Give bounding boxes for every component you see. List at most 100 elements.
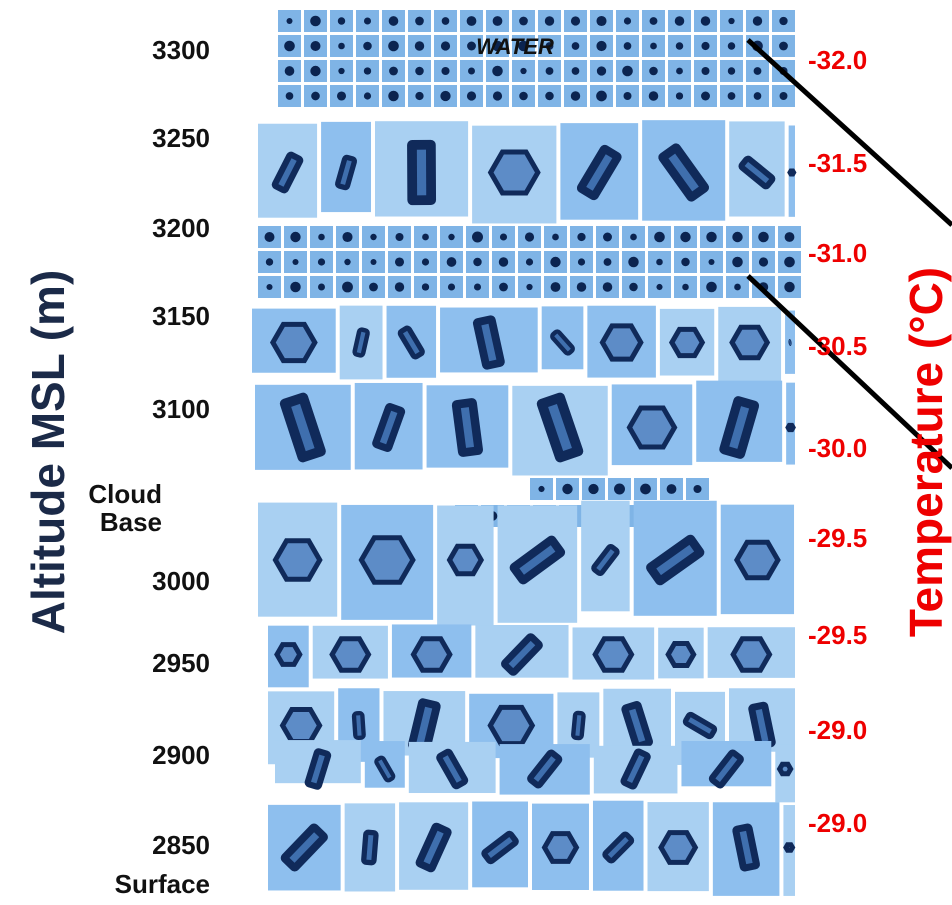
droplet — [473, 258, 481, 266]
altitude-label: CloudBase — [88, 479, 162, 537]
droplet — [364, 92, 371, 99]
droplet — [597, 66, 606, 75]
droplet — [526, 284, 532, 290]
droplet — [572, 67, 580, 75]
droplet — [388, 91, 399, 102]
droplet — [596, 91, 607, 102]
droplet — [577, 233, 585, 241]
droplet — [624, 42, 632, 50]
droplet — [588, 484, 598, 494]
left-axis-title: Altitude MSL (m) — [22, 270, 74, 635]
droplet — [519, 92, 528, 101]
droplet — [286, 18, 292, 24]
droplet — [422, 234, 429, 241]
droplet — [780, 92, 788, 100]
temperature-label: -29.5 — [808, 523, 867, 553]
crystal — [737, 542, 778, 578]
droplet — [614, 484, 625, 495]
droplet — [415, 67, 424, 76]
droplet — [596, 41, 606, 51]
droplet — [338, 43, 345, 50]
droplet — [389, 67, 398, 76]
crystal — [275, 541, 319, 579]
droplet — [754, 67, 762, 75]
droplet — [682, 284, 689, 291]
droplet — [732, 257, 743, 268]
crystal — [661, 833, 695, 863]
right-axis-title: Temperature (°C) — [900, 267, 952, 637]
droplet — [474, 283, 481, 290]
altitude-label: 2900 — [152, 740, 210, 770]
droplet — [728, 18, 734, 24]
droplet — [779, 42, 788, 51]
crystal — [491, 152, 538, 193]
droplet — [754, 92, 762, 100]
droplet — [622, 66, 633, 77]
droplet — [753, 16, 762, 25]
droplet — [667, 484, 677, 494]
droplet — [467, 91, 476, 100]
droplet — [552, 234, 559, 241]
droplet — [650, 43, 657, 50]
crystal — [450, 546, 482, 573]
crystal — [780, 764, 791, 774]
droplet — [603, 282, 613, 292]
droplet — [681, 258, 689, 266]
temperature-label: -30.5 — [808, 331, 867, 361]
altitude-label: Surface — [115, 869, 210, 899]
droplet — [369, 283, 378, 292]
temperature-label: -31.5 — [808, 148, 867, 178]
droplet — [337, 91, 346, 100]
droplet — [370, 234, 376, 240]
droplet — [342, 282, 353, 293]
droplet — [649, 91, 659, 101]
droplet — [493, 16, 503, 26]
droplet — [571, 16, 580, 25]
droplet — [265, 232, 275, 242]
droplet — [546, 67, 554, 75]
droplet — [526, 258, 533, 265]
droplet — [577, 282, 587, 292]
crystal — [283, 709, 320, 741]
altitude-label: 3100 — [152, 394, 210, 424]
droplet — [784, 282, 794, 292]
droplet — [650, 17, 658, 25]
crystal — [277, 645, 300, 665]
crystal — [672, 329, 702, 355]
droplet — [388, 41, 399, 52]
droplet — [525, 232, 534, 241]
droplet — [310, 16, 321, 27]
droplet — [364, 67, 371, 74]
droplet — [441, 41, 450, 50]
droplet — [654, 232, 665, 243]
droplet — [701, 42, 709, 50]
droplet — [784, 257, 795, 268]
droplet — [318, 258, 325, 265]
crystal — [788, 425, 793, 429]
droplet — [472, 232, 483, 243]
droplet — [572, 42, 580, 50]
figure: WATER Altitude MSL (m) Temperature (°C) … — [0, 0, 952, 905]
altitude-label: 3250 — [152, 123, 210, 153]
droplet — [292, 259, 298, 265]
crystal — [602, 326, 640, 359]
droplet — [285, 66, 295, 76]
crystal — [490, 707, 532, 743]
droplet — [290, 282, 301, 293]
droplet — [604, 258, 612, 266]
droplet — [701, 67, 709, 75]
crystal — [595, 639, 631, 671]
droplet — [545, 92, 554, 101]
altitude-label: 2850 — [152, 830, 210, 860]
droplet — [499, 283, 508, 292]
droplet — [630, 234, 637, 241]
droplet — [284, 41, 295, 52]
droplet — [395, 282, 404, 291]
droplet — [389, 16, 399, 26]
altitude-label: 3200 — [152, 213, 210, 243]
droplet — [596, 16, 606, 26]
droplet — [732, 232, 742, 242]
droplet — [675, 16, 685, 26]
droplet — [447, 257, 457, 267]
droplet — [415, 92, 423, 100]
